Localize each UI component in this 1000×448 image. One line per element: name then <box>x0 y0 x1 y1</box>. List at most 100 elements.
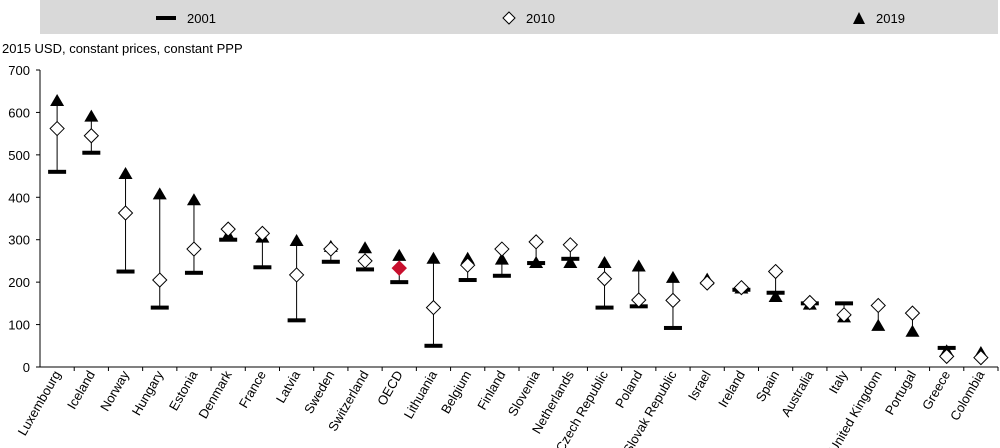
legend-label-2010: 2010 <box>526 10 555 26</box>
x-tick-label: Slovenia <box>505 367 543 418</box>
y-tick-label: 400 <box>8 190 30 205</box>
marker-2001 <box>663 325 682 330</box>
x-tick-label: France <box>236 368 269 411</box>
marker-2019 <box>665 270 680 283</box>
x-tick-label: Hungary <box>129 368 167 418</box>
marker-2001 <box>48 169 67 174</box>
marker-2019 <box>84 109 99 122</box>
x-tick-label: Colombia <box>947 367 988 423</box>
marker-2010 <box>767 263 784 280</box>
x-tick-label: Luxembourg <box>15 368 64 438</box>
x-tick-label: Estonia <box>166 367 201 413</box>
marker-2010 <box>357 253 373 269</box>
marker-2001 <box>82 150 101 155</box>
x-tick-label: Norway <box>97 368 132 414</box>
triangle-marker-icon <box>853 12 865 24</box>
marker-2019 <box>152 187 167 200</box>
legend-item-2010: 2010 <box>502 9 555 27</box>
marker-2001 <box>492 273 511 278</box>
x-tick-label: Belgium <box>438 368 474 416</box>
x-tick-label: Greece <box>919 368 953 412</box>
x-tick-label: Iceland <box>64 368 98 412</box>
legend: 2001 2010 2019 <box>40 0 998 34</box>
y-tick-label: 100 <box>8 318 30 333</box>
marker-2019 <box>597 256 612 269</box>
y-tick-label: 500 <box>8 148 30 163</box>
marker-2019 <box>426 251 441 264</box>
legend-item-2001: 2001 <box>155 9 216 27</box>
marker-2019 <box>494 252 509 265</box>
marker-2001 <box>458 278 477 283</box>
y-tick-label: 200 <box>8 275 30 290</box>
marker-2010 <box>494 241 510 257</box>
marker-2010 <box>562 237 579 253</box>
x-tick-label: OECD <box>374 368 406 408</box>
marker-2010 <box>802 294 818 311</box>
marker-2010 <box>323 241 339 257</box>
marker-2001 <box>595 305 614 310</box>
x-tick-label: Ireland <box>715 368 748 410</box>
marker-2001 <box>253 265 272 270</box>
marker-2010 <box>528 234 544 250</box>
marker-2010 <box>83 128 100 144</box>
marker-2019 <box>529 256 544 269</box>
x-tick-label: Latvia <box>273 367 304 405</box>
marker-2010 <box>596 271 613 287</box>
marker-2010 <box>938 348 955 365</box>
y-tick-label: 700 <box>8 63 30 78</box>
marker-2019 <box>631 259 646 272</box>
x-tick-label: Italy <box>826 368 851 397</box>
marker-2010 <box>836 307 852 323</box>
marker-2001 <box>116 269 135 274</box>
marker-2010 <box>220 221 236 237</box>
marker-2010 <box>973 349 989 366</box>
marker-2019 <box>563 256 578 269</box>
marker-2010 <box>254 225 271 242</box>
marker-2019 <box>50 93 65 106</box>
y-tick-label: 600 <box>8 105 30 120</box>
marker-2001 <box>356 267 375 272</box>
marker-2019 <box>768 289 783 302</box>
marker-2001 <box>390 280 409 285</box>
marker-2010 <box>665 292 681 309</box>
marker-2019 <box>392 248 407 261</box>
legend-item-2019: 2019 <box>852 9 905 27</box>
marker-2010 <box>288 267 305 283</box>
marker-2001 <box>184 270 203 275</box>
marker-2010 <box>699 275 715 291</box>
marker-2019 <box>118 166 133 179</box>
diamond-marker-icon <box>502 11 516 25</box>
y-tick-label: 0 <box>23 360 30 375</box>
x-tick-label: Poland <box>612 368 645 411</box>
x-tick-label: Denmark <box>195 368 235 422</box>
marker-2010 <box>49 120 65 137</box>
marker-2019 <box>358 241 373 254</box>
legend-label-2001: 2001 <box>187 10 216 26</box>
marker-2010 <box>186 241 202 257</box>
marker-2010 <box>117 205 134 221</box>
marker-2010 <box>459 257 476 273</box>
marker-2019 <box>871 318 886 331</box>
x-tick-label: Israel <box>685 368 714 403</box>
marker-2010 <box>425 299 442 316</box>
marker-2010 <box>631 292 647 308</box>
x-tick-label: Portugal <box>882 368 919 418</box>
x-tick-label: Sweden <box>301 368 337 416</box>
x-tick-label: Lithuania <box>401 367 441 421</box>
marker-2001 <box>835 301 854 306</box>
legend-label-2019: 2019 <box>876 10 905 26</box>
marker-2019 <box>289 233 304 246</box>
y-axis-units-label: 2015 USD, constant prices, constant PPP <box>2 41 243 56</box>
marker-2001 <box>287 318 306 323</box>
marker-2010 <box>904 305 921 321</box>
marker-2010 <box>152 272 168 288</box>
marker-2001 <box>150 305 169 310</box>
x-tick-label: Finland <box>474 368 508 412</box>
y-tick-label: 300 <box>8 233 30 248</box>
dash-marker-icon <box>156 16 176 20</box>
marker-2019 <box>905 324 920 337</box>
x-tick-label: Australia <box>778 367 817 419</box>
marker-2010 <box>733 279 750 296</box>
x-tick-label: Spain <box>753 368 783 404</box>
